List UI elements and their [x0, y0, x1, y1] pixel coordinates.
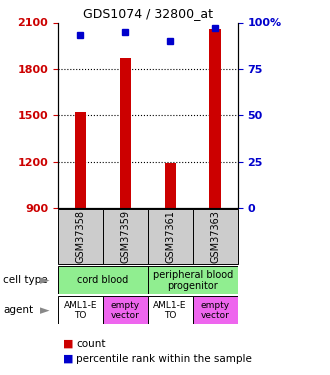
- Text: percentile rank within the sample: percentile rank within the sample: [76, 354, 252, 363]
- Bar: [58, 266, 148, 294]
- Bar: [193, 209, 238, 264]
- Bar: [119, 58, 131, 208]
- Bar: [165, 163, 176, 208]
- Text: count: count: [76, 339, 105, 349]
- Text: peripheral blood
progenitor: peripheral blood progenitor: [152, 270, 233, 291]
- Text: GSM37363: GSM37363: [210, 210, 220, 263]
- Text: ►: ►: [40, 274, 50, 287]
- Bar: [75, 112, 86, 208]
- Text: cell type: cell type: [3, 275, 48, 285]
- Bar: [103, 209, 148, 264]
- Bar: [58, 296, 103, 324]
- Text: AML1-E
TO: AML1-E TO: [153, 301, 187, 320]
- Bar: [148, 209, 193, 264]
- Text: empty
vector: empty vector: [111, 301, 140, 320]
- Bar: [148, 296, 193, 324]
- Title: GDS1074 / 32800_at: GDS1074 / 32800_at: [83, 7, 213, 20]
- Bar: [148, 266, 238, 294]
- Text: ■: ■: [63, 339, 73, 349]
- Text: ■: ■: [63, 354, 73, 363]
- Text: ►: ►: [40, 304, 50, 317]
- Text: agent: agent: [3, 305, 33, 315]
- Text: GSM37361: GSM37361: [165, 210, 175, 263]
- Bar: [193, 296, 238, 324]
- Text: AML1-E
TO: AML1-E TO: [63, 301, 97, 320]
- Text: cord blood: cord blood: [77, 275, 128, 285]
- Bar: [210, 29, 221, 208]
- Text: GSM37358: GSM37358: [75, 210, 85, 263]
- Bar: [103, 296, 148, 324]
- Text: empty
vector: empty vector: [201, 301, 230, 320]
- Bar: [58, 209, 103, 264]
- Text: GSM37359: GSM37359: [120, 210, 130, 263]
